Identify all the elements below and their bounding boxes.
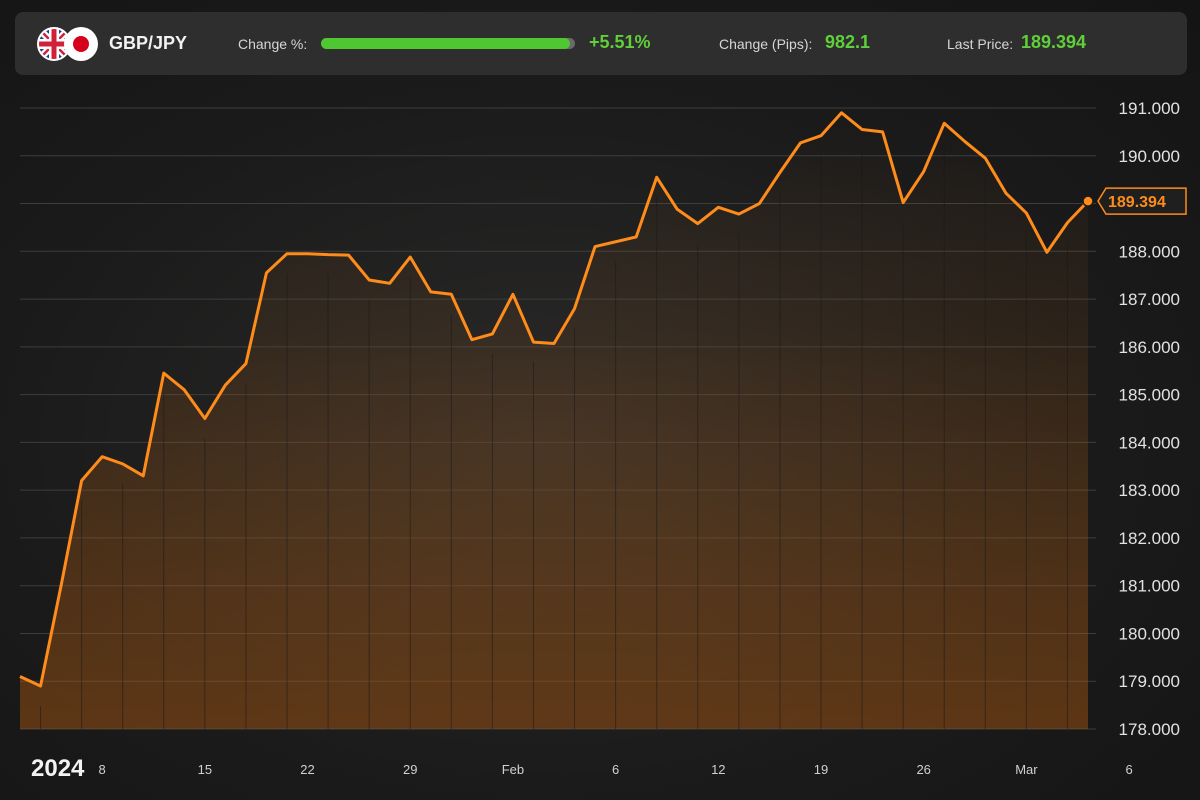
- y-tick-label: 191.000: [1119, 99, 1180, 118]
- y-tick-label: 178.000: [1119, 720, 1180, 739]
- y-tick-label: 180.000: [1119, 624, 1180, 643]
- y-tick-label: 183.000: [1119, 481, 1180, 500]
- y-tick-label: 181.000: [1119, 577, 1180, 596]
- area-path: [20, 112, 1088, 730]
- last-price-label: Last Price:: [947, 36, 1014, 52]
- x-tick-label: Feb: [502, 762, 524, 777]
- change-pips-label: Change (Pips):: [719, 36, 813, 52]
- year-label: 2024: [31, 755, 85, 782]
- x-tick-label: 26: [916, 762, 930, 777]
- x-axis-ticks: 8152229Feb6121926Mar611: [99, 762, 1133, 777]
- last-value-marker: 189.394: [1082, 187, 1187, 215]
- currency-flags: [37, 27, 98, 61]
- last-value-label: 189.394: [1108, 194, 1166, 211]
- x-tick-label: 15: [198, 762, 212, 777]
- x-tick-label: 12: [711, 762, 725, 777]
- change-percent-bar-fill: [321, 38, 570, 49]
- vertical-grid-lines: [40, 143, 1068, 729]
- x-tick-label: 6: [612, 762, 619, 777]
- last-value-box: [1097, 187, 1187, 215]
- ticker-header: GBP/JPY Change %: +5.51% Change (Pips): …: [15, 12, 1187, 75]
- last-point: [1082, 195, 1094, 207]
- y-tick-label: 185.000: [1119, 386, 1180, 405]
- change-percent-label: Change %:: [238, 36, 308, 52]
- x-tick-label: 8: [99, 762, 106, 777]
- x-tick-label: 29: [403, 762, 417, 777]
- x-tick-label: 6: [1125, 762, 1132, 777]
- y-tick-label: 188.000: [1119, 242, 1180, 261]
- last-price-value: 189.394: [1021, 32, 1087, 52]
- x-tick-label: Mar: [1015, 762, 1038, 777]
- y-tick-label: 186.000: [1119, 338, 1180, 357]
- japan-flag-icon: [64, 27, 98, 61]
- currency-pair-label: GBP/JPY: [109, 33, 188, 53]
- area-fill: [20, 112, 1088, 730]
- change-pips-value: 982.1: [825, 32, 871, 52]
- x-tick-label: 22: [300, 762, 314, 777]
- y-tick-label: 187.000: [1119, 290, 1180, 309]
- y-tick-label: 182.000: [1119, 529, 1180, 548]
- y-tick-label: 190.000: [1119, 147, 1180, 166]
- series-line-group: [19, 111, 1090, 688]
- change-percent-value: +5.51%: [589, 32, 651, 52]
- series-line: [19, 111, 1090, 688]
- change-percent-bar: [321, 38, 575, 49]
- y-tick-label: 179.000: [1119, 672, 1180, 691]
- y-tick-label: 184.000: [1119, 433, 1180, 452]
- x-tick-label: 19: [814, 762, 828, 777]
